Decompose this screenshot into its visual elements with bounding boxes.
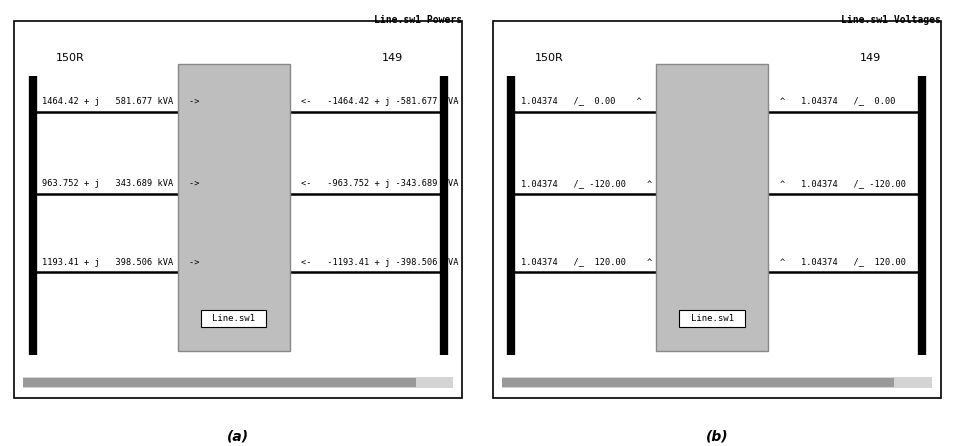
Text: 1.04374   /_ -120.00    ^: 1.04374 /_ -120.00 ^: [521, 179, 652, 188]
Text: 963.752 + j   343.689 kVA   ->: 963.752 + j 343.689 kVA ->: [42, 179, 200, 188]
Text: 150R: 150R: [535, 53, 564, 62]
Text: Line.sw1: Line.sw1: [212, 314, 256, 323]
Bar: [502, 378, 894, 387]
Text: 150R: 150R: [56, 53, 85, 62]
Text: 1464.42 + j   581.677 kVA   ->: 1464.42 + j 581.677 kVA ->: [42, 97, 200, 106]
Bar: [24, 377, 453, 388]
Text: ^   1.04374   /_  120.00: ^ 1.04374 /_ 120.00: [780, 257, 906, 267]
Bar: [502, 377, 931, 388]
Text: (a): (a): [227, 430, 250, 444]
Text: Line.sw1: Line.sw1: [691, 314, 734, 323]
Text: 149: 149: [382, 53, 403, 62]
Text: Line.sw1 Voltages: Line.sw1 Voltages: [841, 15, 941, 25]
Text: <-   -1464.42 + j -581.677 kVA: <- -1464.42 + j -581.677 kVA: [301, 97, 458, 106]
Text: <-   -1193.41 + j -398.506 kVA: <- -1193.41 + j -398.506 kVA: [301, 257, 458, 267]
Text: <-   -963.752 + j -343.689 kVA: <- -963.752 + j -343.689 kVA: [301, 179, 458, 188]
Text: 149: 149: [860, 53, 881, 62]
Bar: [657, 64, 768, 351]
Text: 1.04374   /_  120.00    ^: 1.04374 /_ 120.00 ^: [521, 257, 652, 267]
Text: ^   1.04374   /_ -120.00: ^ 1.04374 /_ -120.00: [780, 179, 906, 188]
Bar: [201, 310, 266, 327]
Text: ^   1.04374   /_  0.00: ^ 1.04374 /_ 0.00: [780, 97, 896, 106]
Bar: [679, 310, 745, 327]
Text: Line.sw1 Powers: Line.sw1 Powers: [374, 15, 462, 25]
Text: (b): (b): [705, 430, 728, 444]
Text: 1193.41 + j   398.506 kVA   ->: 1193.41 + j 398.506 kVA ->: [42, 257, 200, 267]
Bar: [178, 64, 290, 351]
Bar: [24, 378, 415, 387]
Text: 1.04374   /_  0.00    ^: 1.04374 /_ 0.00 ^: [521, 97, 641, 106]
